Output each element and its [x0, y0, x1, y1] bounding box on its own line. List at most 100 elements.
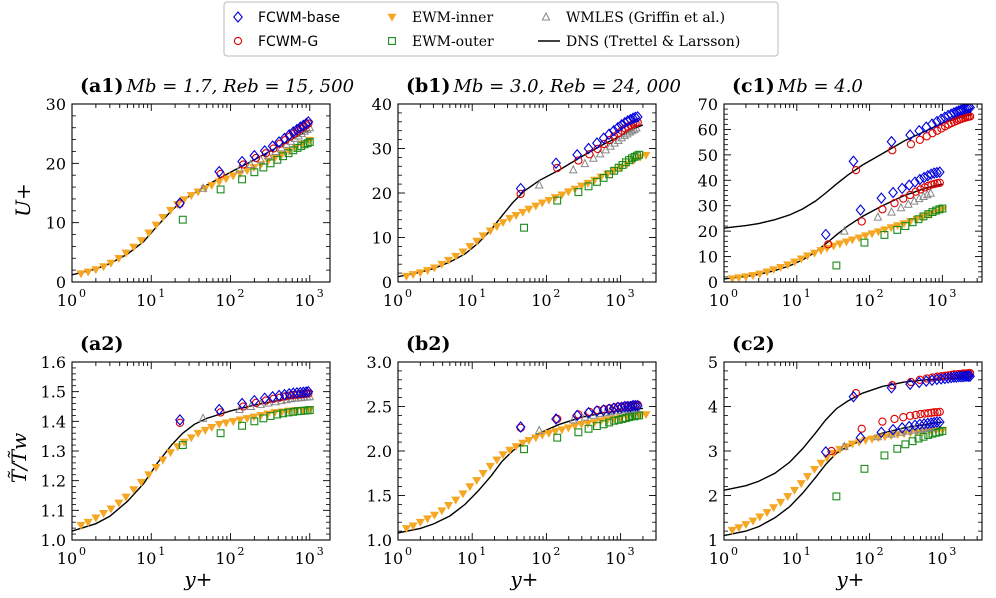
ewm_inner-point [854, 234, 864, 243]
x-tick-exp-b1: 2 [553, 287, 560, 300]
fcwm_base-point [876, 426, 887, 439]
y-tick-label-c1: 30 [698, 197, 718, 216]
fcwm_base-point [583, 142, 594, 155]
x-tick-exp-a1: 1 [158, 287, 165, 300]
ewm_inner-point [576, 420, 586, 429]
fcwm_base-point [914, 173, 925, 186]
x-tick-exp-b2: 1 [479, 545, 486, 558]
fcwm_base-point [279, 388, 290, 401]
fcwm_g-point [928, 373, 937, 382]
y-tick-label-a2: 1.3 [41, 442, 66, 461]
x-tick-label-c1: 10 [927, 291, 947, 310]
y-ticks-c2: 1 2 3 4 5 [708, 353, 982, 550]
fcwm_g-point [916, 409, 925, 419]
ewm_inner-point [91, 514, 101, 523]
wmles-point [246, 401, 256, 410]
panel-title-bold: (b1) [406, 75, 451, 97]
fcwm_base-point [598, 404, 609, 416]
fcwm_g-point [920, 183, 929, 192]
fcwm_base-point [288, 387, 299, 400]
x-tick-label-b1: 10 [531, 291, 551, 310]
y-tick-label-c1: 70 [698, 95, 718, 114]
legend-label-ewm_inner: EWM-inner [412, 10, 493, 26]
wmles-point [887, 206, 896, 216]
fcwm_base-point [259, 392, 270, 405]
fcwm_base-point [965, 370, 975, 383]
ewm_outer-point [250, 168, 259, 177]
y-tick-label-c2: 3 [708, 442, 718, 461]
wmles-point [617, 132, 626, 142]
ewm_outer-point [599, 420, 608, 429]
x-tick-exp-c1: 2 [877, 287, 884, 300]
ewm_inner-point [762, 509, 772, 518]
ewm_inner-point [166, 449, 176, 458]
fcwm_base-point [876, 192, 887, 204]
ewm_inner-point [228, 172, 238, 181]
axes-frame-c1 [723, 103, 983, 283]
ewm_outer-point [605, 418, 614, 427]
x-tick-label-c2: 10 [709, 549, 729, 568]
y-tick-label-c2: 5 [708, 353, 718, 372]
panel-title-c2: (c2) [732, 333, 775, 355]
ewm_inner-point [727, 526, 737, 535]
x-tick-exp-c1: 3 [949, 287, 956, 300]
ewm_outer-point [860, 464, 869, 473]
ewm_inner-point [207, 423, 217, 432]
fcwm_base-point [914, 124, 925, 137]
ewm_outer-point [893, 225, 902, 234]
y-tick-label-b1: 30 [372, 140, 392, 159]
fcwm_base-point [931, 166, 942, 179]
ewm_inner-point [472, 477, 482, 485]
fcwm_base-point [934, 416, 945, 428]
panel-title-a1: (a1) Mb = 1.7, Reb = 15, 500 [80, 75, 354, 97]
wmles-point [271, 396, 280, 406]
ewm_outer-point [305, 406, 314, 415]
fcwm_base-point [855, 431, 866, 444]
fcwm_base-point [632, 111, 643, 123]
ewm_inner-point [158, 456, 168, 465]
x-tick-exp-b1: 0 [405, 287, 412, 300]
panel-title-rest: Mb = 3.0, Reb = 24, 000 [453, 76, 682, 97]
y-tick-label-b1: 0 [382, 273, 392, 292]
ewm_inner-point [873, 228, 883, 237]
ewm_outer-point [625, 413, 634, 422]
y-tick-label-c1: 20 [698, 222, 718, 241]
y-tick-label-c1: 60 [698, 120, 718, 139]
fcwm_base-point [905, 378, 916, 391]
axes-frame-b2 [397, 361, 657, 541]
x-tick-exp-c2: 3 [949, 545, 956, 558]
x-tick-exp-c2: 1 [804, 545, 811, 558]
ewm_inner-point [221, 175, 231, 184]
wmles-point [873, 431, 883, 441]
ewm_inner-point [762, 268, 772, 277]
ewm_inner-point [518, 439, 528, 448]
fcwm_g-point [911, 410, 920, 420]
ewm_inner-point [423, 267, 433, 276]
ewm_outer-point [893, 444, 902, 453]
wmles-point [263, 150, 273, 160]
fcwm_base-point [622, 115, 633, 127]
ewm_outer-point [919, 212, 928, 221]
wmles-point [235, 164, 244, 173]
fcwm_g-point [553, 163, 562, 173]
ewm_outer-point [289, 407, 298, 416]
ewm_inner-point [242, 415, 252, 423]
ewm_inner-point [809, 465, 820, 474]
fcwm_base-point [237, 397, 248, 410]
ewm_inner-point [221, 419, 231, 428]
x-tick-exp-a2: 0 [79, 545, 86, 558]
ewm_inner-point [641, 411, 651, 420]
ewm_inner-point [458, 248, 468, 257]
ewm_inner-point [437, 507, 447, 516]
fcwm_g-point [888, 380, 897, 390]
ewm_outer-point [938, 427, 947, 435]
fcwm_base-point [608, 402, 619, 415]
fcwm_base-point [904, 420, 915, 433]
x-tick-label-a2: 10 [295, 549, 315, 568]
legend-label-ewm_outer: EWM-outer [412, 34, 494, 50]
panel-title-bold: (b2) [406, 333, 451, 355]
ewm_outer-point [259, 163, 268, 172]
x-tick-exp-c1: 1 [804, 287, 811, 300]
